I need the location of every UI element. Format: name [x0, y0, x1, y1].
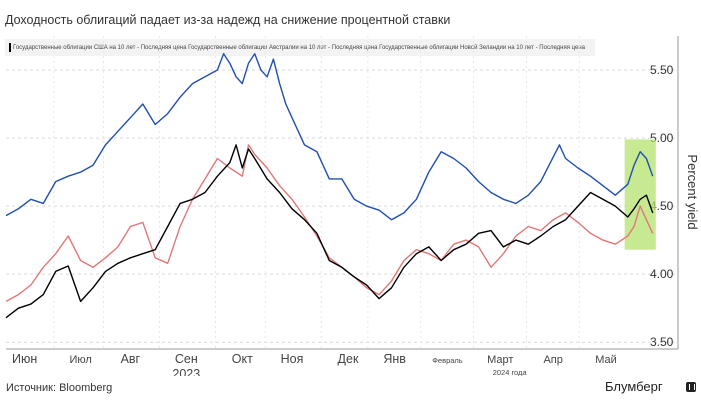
y-tick-label: 3.50 [650, 335, 674, 349]
x-tick-label: Дек [338, 352, 359, 366]
brand-name: Блумберг [605, 379, 663, 394]
series-line-us [5, 53, 654, 221]
y-tick-label: 5.00 [650, 131, 674, 145]
x-tick-label: Ноя [281, 352, 304, 366]
y-axis-title: Percent yield [685, 154, 700, 229]
y-tick-label: 5.50 [650, 63, 674, 77]
chart-legend: Государственные облигации США на 10 лет … [5, 39, 595, 56]
chart-title: Доходность облигаций падает из-за надежд… [5, 13, 451, 27]
legend-marker [9, 43, 11, 52]
bloomberg-logo-icon [686, 382, 696, 392]
x-tick-label: Авг [121, 352, 141, 366]
y-tick-label: 4.00 [650, 267, 674, 281]
source-note: Источник: Bloomberg [6, 382, 113, 394]
x-tick-label: Сен [175, 352, 198, 366]
legend-text: Государственные облигации США на 10 лет … [13, 44, 585, 51]
series-line-new-zealand [5, 144, 654, 303]
x-year-label: 2024 года [493, 368, 528, 376]
x-year-label: 2023 [172, 367, 200, 376]
x-tick-label: Февраль [432, 356, 463, 365]
x-tick-label: Янв [383, 352, 406, 366]
highlight-box [624, 139, 656, 250]
series-line-australia [5, 144, 654, 319]
y-tick-label: 4.50 [650, 199, 674, 213]
x-tick-label: Июн [12, 352, 37, 366]
x-tick-label: Апр [543, 354, 562, 366]
x-tick-label: Май [595, 354, 617, 366]
x-tick-label: Окт [232, 352, 253, 366]
yield-chart: 3.50 4.00 4.50 5.00 5.50 Июн Июл Авг Сен Окт Ноя Де… [5, 36, 700, 376]
x-tick-label: Март [487, 354, 513, 366]
x-tick-label: Июл [69, 354, 91, 366]
